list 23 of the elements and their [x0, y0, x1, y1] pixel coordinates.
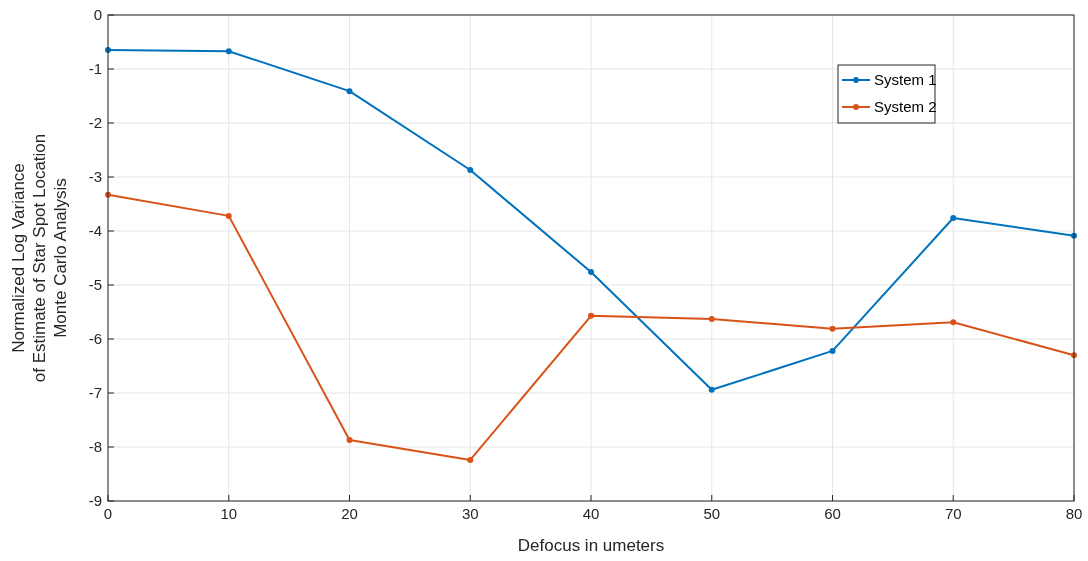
legend-label: System 1: [874, 71, 937, 88]
y-axis-title: Normalized Log Variance of Estimate of Star Spot Location Monte Carlo Analysis: [9, 133, 70, 383]
x-tick-label: 0: [103, 505, 113, 522]
x-tick-label: 60: [824, 505, 841, 522]
y-tick-label: -8: [88, 438, 102, 455]
x-tick-label: 80: [1065, 505, 1083, 522]
y-tick-label: -2: [88, 114, 102, 131]
x-tick-label: 30: [461, 505, 479, 522]
legend-label: System 2: [874, 98, 937, 115]
y-tick-label: -5: [88, 276, 102, 293]
y-tick-label: -6: [88, 330, 102, 347]
y-tick-label: 0: [93, 6, 102, 23]
y-tick-label: -7: [88, 384, 102, 401]
y-tick-label: -4: [88, 222, 102, 239]
x-tick-label: 50: [703, 505, 721, 522]
x-tick-label: 40: [582, 505, 600, 522]
y-tick-label: -3: [88, 168, 102, 185]
y-tick-label: -1: [88, 60, 102, 77]
x-tick-label: 20: [341, 505, 358, 522]
x-tick-label: 10: [220, 505, 238, 522]
y-tick-label: -9: [88, 492, 102, 509]
x-axis-title: Defocus in umeters: [517, 536, 665, 555]
x-tick-label: 70: [944, 505, 962, 522]
